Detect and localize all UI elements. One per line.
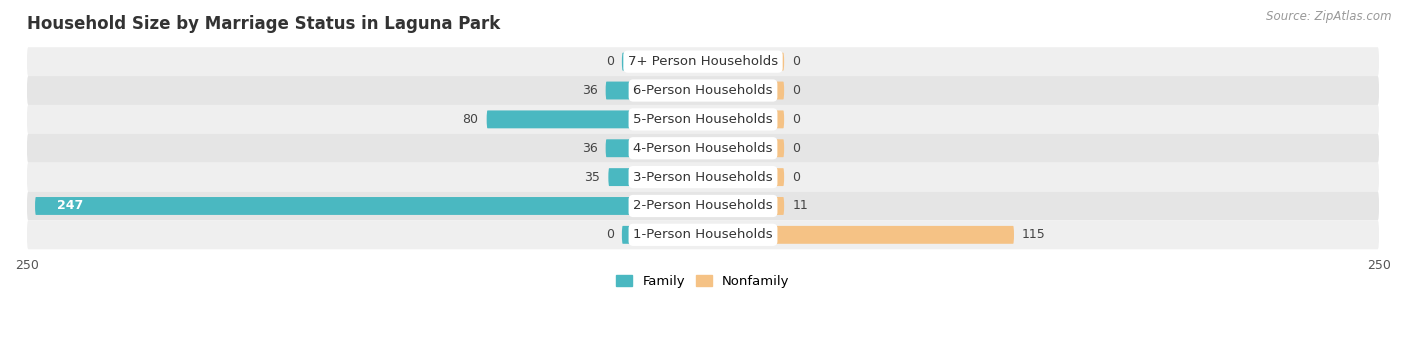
FancyBboxPatch shape	[703, 110, 785, 128]
FancyBboxPatch shape	[703, 168, 785, 186]
FancyBboxPatch shape	[621, 226, 703, 244]
Text: 0: 0	[606, 228, 614, 241]
FancyBboxPatch shape	[27, 105, 1379, 134]
FancyBboxPatch shape	[27, 47, 1379, 76]
FancyBboxPatch shape	[703, 139, 785, 157]
FancyBboxPatch shape	[27, 220, 1379, 249]
Text: 0: 0	[792, 55, 800, 68]
FancyBboxPatch shape	[35, 197, 703, 215]
FancyBboxPatch shape	[606, 139, 703, 157]
FancyBboxPatch shape	[606, 82, 703, 100]
Text: 0: 0	[792, 142, 800, 155]
Text: 35: 35	[585, 171, 600, 184]
FancyBboxPatch shape	[621, 53, 703, 71]
FancyBboxPatch shape	[609, 168, 703, 186]
Text: 5-Person Households: 5-Person Households	[633, 113, 773, 126]
Text: 6-Person Households: 6-Person Households	[633, 84, 773, 97]
Text: 4-Person Households: 4-Person Households	[633, 142, 773, 155]
Legend: Family, Nonfamily: Family, Nonfamily	[612, 270, 794, 293]
FancyBboxPatch shape	[486, 110, 703, 128]
Text: 0: 0	[792, 171, 800, 184]
FancyBboxPatch shape	[27, 191, 1379, 220]
Text: 80: 80	[463, 113, 478, 126]
FancyBboxPatch shape	[27, 134, 1379, 163]
Text: 1-Person Households: 1-Person Households	[633, 228, 773, 241]
Text: 11: 11	[792, 200, 808, 212]
Text: 0: 0	[792, 113, 800, 126]
FancyBboxPatch shape	[703, 82, 785, 100]
Text: 36: 36	[582, 142, 598, 155]
Text: 0: 0	[606, 55, 614, 68]
Text: 2-Person Households: 2-Person Households	[633, 200, 773, 212]
Text: 115: 115	[1022, 228, 1046, 241]
Text: 36: 36	[582, 84, 598, 97]
Text: Source: ZipAtlas.com: Source: ZipAtlas.com	[1267, 10, 1392, 23]
FancyBboxPatch shape	[703, 53, 785, 71]
Text: 247: 247	[56, 200, 83, 212]
FancyBboxPatch shape	[27, 163, 1379, 191]
Text: 0: 0	[792, 84, 800, 97]
Text: 3-Person Households: 3-Person Households	[633, 171, 773, 184]
FancyBboxPatch shape	[27, 76, 1379, 105]
Text: Household Size by Marriage Status in Laguna Park: Household Size by Marriage Status in Lag…	[27, 15, 501, 33]
Text: 7+ Person Households: 7+ Person Households	[628, 55, 778, 68]
FancyBboxPatch shape	[703, 226, 1014, 244]
FancyBboxPatch shape	[703, 197, 785, 215]
